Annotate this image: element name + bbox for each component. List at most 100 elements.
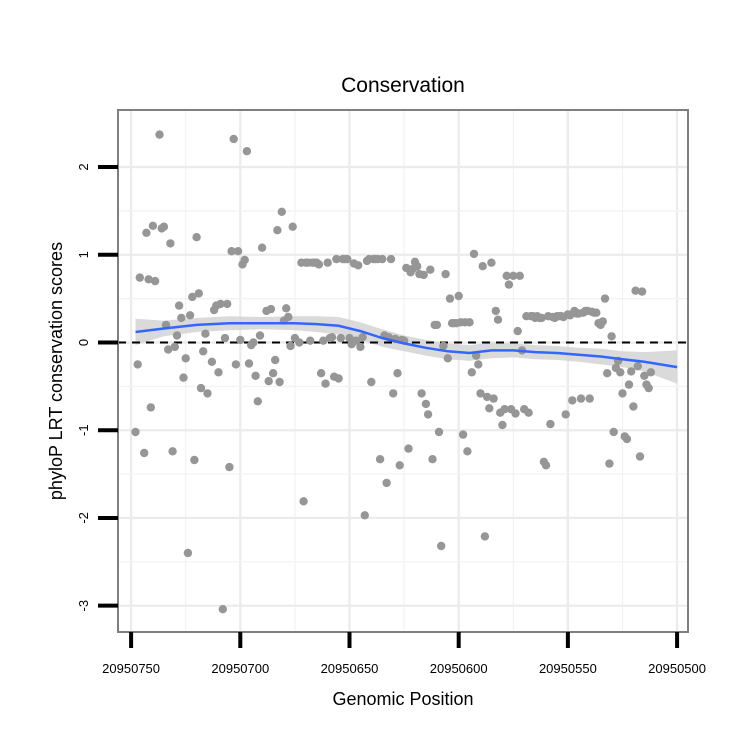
data-point [441, 269, 450, 279]
data-point [434, 427, 444, 437]
data-point [426, 265, 435, 274]
data-point [633, 362, 642, 371]
data-point [627, 367, 636, 376]
y-axis-ticks: -3 -2 -1 0 1 2 [76, 163, 118, 611]
data-point [286, 341, 295, 351]
data-point [146, 403, 155, 412]
data-point [515, 271, 524, 280]
data-point [155, 130, 164, 139]
data-point [242, 147, 252, 156]
y-axis-label: phyloP LRT conservation scores [46, 242, 66, 500]
data-point [622, 434, 632, 444]
data-point [592, 308, 601, 317]
y-tick-label: -2 [76, 512, 91, 524]
data-point [478, 262, 487, 271]
data-point [196, 383, 206, 393]
data-point [321, 379, 330, 388]
data-point [268, 369, 278, 378]
smooth-line [135, 321, 678, 369]
data-point [382, 478, 391, 488]
data-point [509, 271, 518, 280]
data-point [203, 389, 212, 398]
data-point [343, 254, 352, 264]
plot-border [117, 109, 689, 633]
data-point [524, 408, 533, 417]
data-point [142, 228, 151, 237]
data-point [432, 320, 442, 330]
data-point [616, 368, 625, 377]
data-point [482, 392, 492, 402]
data-point [443, 354, 452, 363]
data-point [164, 345, 173, 354]
data-point [463, 447, 472, 456]
data-point [170, 342, 179, 352]
data-point [323, 258, 332, 267]
data-point [541, 461, 551, 470]
data-point [220, 333, 230, 343]
smooth-line-layer [135, 321, 678, 369]
data-point [327, 333, 337, 342]
data-point [386, 254, 396, 264]
data-point [174, 301, 184, 310]
data-point [489, 394, 498, 403]
data-point [445, 294, 455, 303]
data-point [354, 261, 363, 270]
data-point [188, 292, 197, 302]
data-point [367, 377, 376, 387]
data-point [282, 304, 291, 313]
data-point [231, 360, 241, 369]
data-point [181, 354, 190, 363]
data-point [306, 336, 315, 345]
data-point [316, 369, 326, 378]
data-point [605, 459, 614, 468]
data-point [244, 359, 254, 368]
data-point [214, 368, 223, 377]
data-point [131, 427, 140, 437]
y-tick-label: 2 [76, 163, 91, 170]
data-point [332, 254, 341, 264]
data-point [640, 371, 649, 380]
data-point [358, 333, 367, 342]
data-point [469, 249, 479, 259]
data-point [585, 394, 594, 403]
data-point [251, 371, 260, 380]
data-point [493, 315, 503, 324]
data-point [378, 254, 387, 264]
data-point [249, 338, 258, 347]
data-point [576, 394, 586, 403]
data-point [133, 360, 142, 369]
data-point [194, 289, 203, 298]
data-point [177, 313, 186, 323]
data-point [537, 313, 546, 323]
data-point [624, 380, 634, 389]
data-point [264, 376, 273, 386]
data-point [603, 369, 612, 378]
data-point [423, 410, 433, 419]
data-point [168, 447, 177, 456]
data-point [609, 427, 618, 437]
x-tick-label: 20950500 [648, 661, 706, 676]
data-point [336, 333, 345, 343]
data-point [498, 420, 507, 430]
data-point [277, 207, 286, 216]
data-point [513, 326, 522, 336]
data-point [253, 397, 262, 406]
data-point [437, 541, 446, 551]
y-tick-label: 0 [76, 339, 91, 346]
data-point [255, 331, 265, 340]
data-point [183, 548, 193, 558]
data-point [192, 233, 201, 242]
data-point [233, 247, 243, 256]
data-point [216, 299, 225, 309]
data-point [618, 389, 627, 398]
data-point [207, 357, 217, 366]
data-point [404, 444, 413, 453]
y-tick-label: -3 [76, 600, 91, 612]
data-point [275, 377, 284, 387]
data-point [271, 355, 280, 365]
data-point [257, 243, 267, 252]
x-axis-ticks: 20950750 20950700 20950650 20950600 20950550… [102, 632, 706, 676]
data-point [295, 338, 304, 347]
data-point [299, 497, 308, 506]
